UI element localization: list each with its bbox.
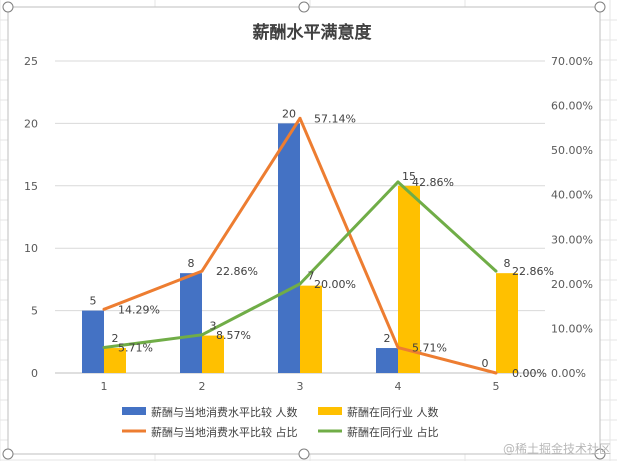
bar-data-label: 8 (504, 257, 511, 270)
watermark: @稀土掘金技术社区 (502, 442, 611, 456)
y-tick-label: 10 (24, 242, 38, 255)
x-tick-label: 1 (101, 380, 108, 393)
y-tick-label: 20 (24, 117, 38, 130)
bar (496, 273, 518, 373)
line-point (396, 346, 400, 350)
y2-tick-label: 60.00% (551, 100, 593, 113)
bar (278, 123, 300, 374)
selection-handles[interactable] (2, 1, 606, 460)
line-data-label: 42.86% (412, 176, 454, 189)
y2-tick-label: 20.00% (551, 278, 593, 291)
legend-label[interactable]: 薪酬与当地消费水平比较 人数 (151, 405, 298, 419)
line-point (200, 269, 204, 273)
secondary-y-axis: 0.00% 10.00% 20.00% 30.00% 40.00% 50.00% 60.00… (551, 55, 593, 380)
legend-label[interactable]: 薪酬与当地消费水平比较 占比 (151, 425, 298, 439)
bar-data-label: 2 (384, 332, 391, 345)
bar (180, 273, 202, 373)
y-tick-label: 15 (24, 180, 38, 193)
resize-handle[interactable] (2, 1, 14, 13)
x-tick-label: 4 (395, 380, 402, 393)
bar-data-label: 15 (402, 170, 416, 183)
line-data-label: 5.71% (118, 342, 153, 355)
line-point (396, 180, 400, 184)
chart-area[interactable] (7, 6, 601, 455)
bar-data-label: 0 (482, 357, 489, 370)
legend-label[interactable]: 薪酬在同行业 人数 (347, 406, 439, 419)
line-data-label: 57.14% (314, 112, 356, 125)
resize-handle[interactable] (298, 1, 310, 13)
legend-swatch (318, 407, 342, 415)
line-point (298, 282, 302, 286)
y2-tick-label: 0.00% (551, 367, 586, 380)
x-tick-label: 2 (199, 380, 206, 393)
resize-handle[interactable] (298, 448, 310, 460)
line-data-label: 5.71% (412, 342, 447, 355)
bar-data-label: 7 (308, 270, 315, 283)
line-point (494, 371, 498, 375)
y2-tick-label: 30.00% (551, 233, 593, 246)
x-tick-label: 5 (493, 380, 500, 393)
bar (202, 335, 224, 373)
bar-data-label: 20 (282, 107, 296, 120)
bar-data-label: 8 (188, 257, 195, 270)
bar (104, 348, 126, 373)
line-data-label: 20.00% (314, 278, 356, 291)
bar (300, 285, 322, 373)
resize-handle[interactable] (594, 1, 606, 13)
y-tick-label: 0 (31, 367, 38, 380)
bar-series (82, 123, 518, 374)
line-point (494, 269, 498, 273)
resize-handle[interactable] (594, 448, 606, 460)
line-data-label: 14.29% (118, 303, 160, 316)
line-data-label: 22.86% (512, 265, 554, 278)
y-tick-label: 5 (31, 305, 38, 318)
line-data-label: 8.57% (216, 329, 251, 342)
legend-swatch (122, 407, 146, 415)
line-series (102, 116, 498, 375)
data-labels: 58202023715814.29%22.86%57.14%5.71%0.00%… (90, 107, 554, 380)
line-point (102, 307, 106, 311)
bar (398, 185, 420, 373)
line-data-label: 0.00% (512, 367, 547, 380)
line-point (298, 116, 302, 120)
bar-data-label: 3 (210, 320, 217, 333)
y2-tick-label: 70.00% (551, 55, 593, 68)
resize-handle[interactable] (2, 448, 14, 460)
bar-data-label: 5 (90, 295, 97, 308)
y2-tick-label: 10.00% (551, 322, 593, 335)
primary-y-axis: 0 5 10 15 20 25 (24, 55, 38, 380)
legend-label[interactable]: 薪酬在同行业 占比 (347, 425, 439, 439)
y-tick-label: 25 (24, 55, 38, 68)
bar (376, 348, 398, 373)
x-tick-label: 3 (297, 380, 304, 393)
y2-tick-label: 50.00% (551, 144, 593, 157)
line-data-label: 22.86% (216, 265, 258, 278)
bar (82, 310, 104, 373)
bar-data-label: 2 (112, 332, 119, 345)
y2-tick-label: 40.00% (551, 189, 593, 202)
chart-title: 薪酬水平满意度 (253, 22, 373, 43)
line-point (200, 333, 204, 337)
line-point (102, 346, 106, 350)
